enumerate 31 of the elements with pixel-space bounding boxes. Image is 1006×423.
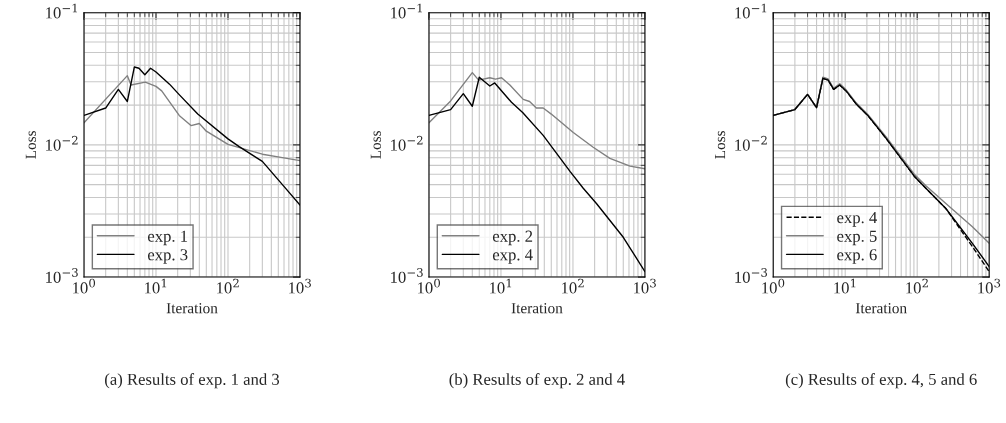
x-axis-title: Iteration	[166, 303, 218, 314]
x-tick-label: 10$^{3}$	[634, 278, 656, 294]
y-tick-label: 10$^{−1}$	[735, 3, 767, 19]
x-tick-label: 10$^{3}$	[978, 278, 1001, 294]
legend-label: exp. 4	[837, 212, 878, 227]
x-axis-title: Iteration	[511, 303, 563, 314]
x-tick-label: 10$^{1}$	[145, 278, 167, 294]
x-axis-title: Iteration	[855, 303, 907, 314]
text: (a) Results of exp. 1 and 3	[105, 373, 280, 389]
y-tick-label: 10$^{−2}$	[735, 135, 767, 151]
legend-label: exp. 5	[837, 230, 877, 246]
legend-label: exp. 6	[837, 249, 877, 264]
text: (c) Results of exp. 4, 5 and 6	[785, 373, 977, 389]
x-tick-label: 10$^{1}$	[834, 278, 856, 294]
legend-label: exp. 2	[492, 230, 533, 246]
x-tick-label: 10$^{2}$	[217, 278, 239, 294]
y-axis-title: Loss	[370, 131, 381, 159]
x-tick-label: 10$^{1}$	[490, 278, 512, 294]
legend-label: exp. 3	[147, 249, 188, 264]
x-tick-label: 10$^{2}$	[906, 278, 928, 294]
y-tick-label: 10$^{−2}$	[46, 135, 78, 151]
legend-label: exp. 1	[147, 230, 188, 246]
y-axis-title: Loss	[715, 131, 726, 159]
y-tick-label: 10$^{−2}$	[391, 135, 423, 151]
legend-label: exp. 4	[492, 249, 533, 264]
x-tick-label: 10$^{2}$	[562, 278, 584, 294]
y-tick-label: 10$^{−1}$	[391, 3, 422, 19]
y-axis-title: Loss	[25, 131, 36, 159]
x-tick-label: 10$^{3}$	[289, 278, 311, 294]
text: (b) Results of exp. 2 and 4	[449, 373, 625, 389]
y-tick-label: 10$^{−1}$	[46, 3, 77, 19]
